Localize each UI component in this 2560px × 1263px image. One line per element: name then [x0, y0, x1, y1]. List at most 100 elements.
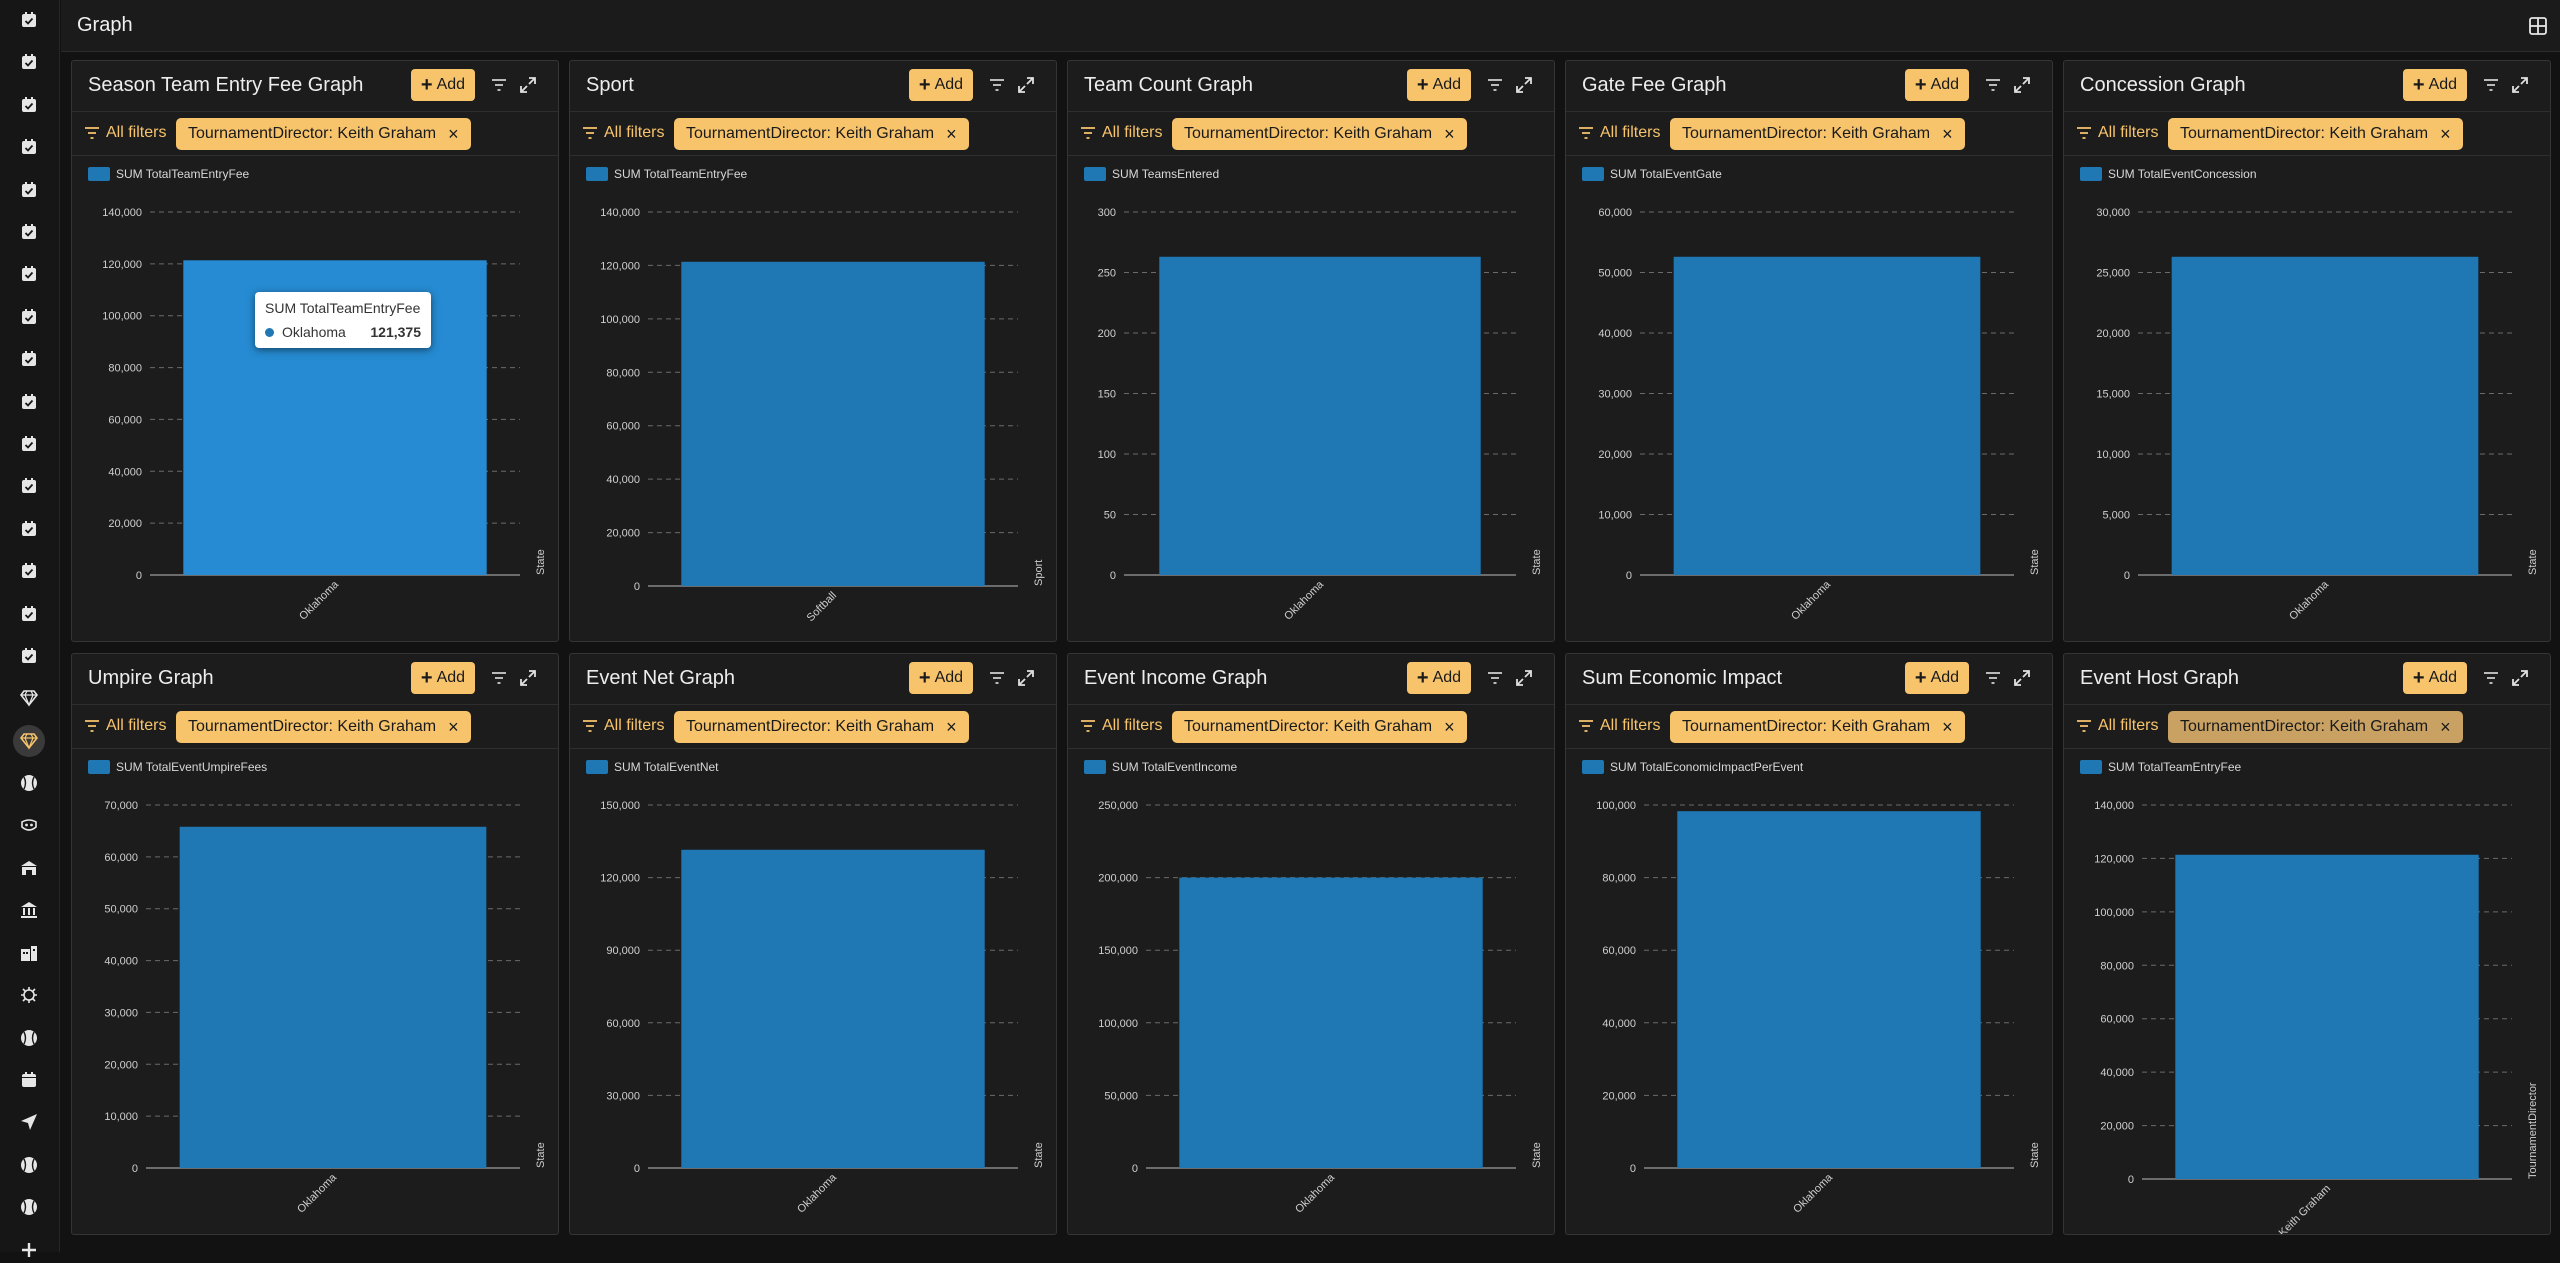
sidebar-item-15[interactable]	[16, 643, 42, 669]
legend-swatch[interactable]	[2080, 760, 2102, 774]
sidebar-item-25[interactable]	[16, 1067, 42, 1093]
legend-swatch[interactable]	[586, 167, 608, 181]
legend-label[interactable]: SUM TeamsEntered	[1112, 167, 1219, 181]
add-button[interactable]: + Add	[1407, 662, 1471, 694]
all-filters-button[interactable]: All filters	[582, 124, 664, 142]
bar[interactable]	[1179, 877, 1483, 1168]
expand-icon[interactable]	[2510, 75, 2530, 95]
bar[interactable]	[2171, 256, 2479, 575]
expand-icon[interactable]	[1514, 75, 1534, 95]
legend-swatch[interactable]	[1084, 760, 1106, 774]
sidebar-item-6[interactable]	[16, 261, 42, 287]
expand-icon[interactable]	[2510, 668, 2530, 688]
filter-chip[interactable]: TournamentDirector: Keith Graham ×	[1172, 118, 1467, 150]
sidebar-item-3[interactable]	[16, 134, 42, 160]
legend-swatch[interactable]	[88, 167, 110, 181]
filter-chip[interactable]: TournamentDirector: Keith Graham ×	[176, 118, 471, 150]
expand-icon[interactable]	[518, 668, 538, 688]
all-filters-button[interactable]: All filters	[1578, 717, 1660, 735]
filter-icon[interactable]	[988, 670, 1006, 686]
sidebar-item-9[interactable]	[16, 389, 42, 415]
filter-icon[interactable]	[2482, 670, 2500, 686]
sidebar-item-5[interactable]	[16, 219, 42, 245]
sidebar-item-21[interactable]	[16, 897, 42, 923]
add-button[interactable]: + Add	[2403, 662, 2467, 694]
bar[interactable]	[2175, 854, 2479, 1179]
remove-filter-icon[interactable]: ×	[946, 124, 957, 144]
add-button[interactable]: + Add	[909, 69, 973, 101]
legend-swatch[interactable]	[1084, 167, 1106, 181]
add-button[interactable]: + Add	[1905, 69, 1969, 101]
sidebar-item-19[interactable]	[16, 813, 42, 839]
legend-swatch[interactable]	[1582, 167, 1604, 181]
sidebar-item-8[interactable]	[16, 346, 42, 372]
filter-chip[interactable]: TournamentDirector: Keith Graham ×	[674, 711, 969, 743]
sidebar-item-20[interactable]	[16, 855, 42, 881]
filter-icon[interactable]	[988, 77, 1006, 93]
sidebar-item-14[interactable]	[16, 601, 42, 627]
remove-filter-icon[interactable]: ×	[1444, 717, 1455, 737]
expand-icon[interactable]	[2012, 75, 2032, 95]
remove-filter-icon[interactable]: ×	[1444, 124, 1455, 144]
sidebar-item-27[interactable]	[16, 1152, 42, 1178]
remove-filter-icon[interactable]: ×	[946, 717, 957, 737]
all-filters-button[interactable]: All filters	[582, 717, 664, 735]
expand-icon[interactable]	[1016, 75, 1036, 95]
legend-label[interactable]: SUM TotalTeamEntryFee	[614, 167, 747, 181]
all-filters-button[interactable]: All filters	[84, 717, 166, 735]
filter-icon[interactable]	[490, 77, 508, 93]
add-button[interactable]: + Add	[1407, 69, 1471, 101]
legend-label[interactable]: SUM TotalEconomicImpactPerEvent	[1610, 760, 1804, 774]
sidebar-item-23[interactable]	[16, 982, 42, 1008]
filter-chip[interactable]: TournamentDirector: Keith Graham ×	[176, 711, 471, 743]
filter-chip[interactable]: TournamentDirector: Keith Graham ×	[2168, 118, 2463, 150]
all-filters-button[interactable]: All filters	[84, 124, 166, 142]
remove-filter-icon[interactable]: ×	[448, 124, 459, 144]
bar[interactable]	[681, 849, 985, 1168]
sidebar-item-7[interactable]	[16, 304, 42, 330]
sidebar-item-0[interactable]	[16, 7, 42, 33]
bar[interactable]	[681, 261, 985, 586]
remove-filter-icon[interactable]: ×	[2440, 717, 2451, 737]
filter-chip[interactable]: TournamentDirector: Keith Graham ×	[674, 118, 969, 150]
sidebar-item-17[interactable]	[13, 724, 45, 757]
filter-chip[interactable]: TournamentDirector: Keith Graham ×	[2168, 711, 2463, 743]
legend-label[interactable]: SUM TotalEventConcession	[2108, 167, 2257, 181]
expand-icon[interactable]	[1514, 668, 1534, 688]
filter-icon[interactable]	[2482, 77, 2500, 93]
all-filters-button[interactable]: All filters	[1080, 124, 1162, 142]
legend-label[interactable]: SUM TotalEventIncome	[1112, 760, 1237, 774]
filter-icon[interactable]	[1486, 77, 1504, 93]
remove-filter-icon[interactable]: ×	[2440, 124, 2451, 144]
all-filters-button[interactable]: All filters	[1080, 717, 1162, 735]
sidebar-item-1[interactable]	[16, 49, 42, 75]
add-button[interactable]: + Add	[909, 662, 973, 694]
expand-icon[interactable]	[518, 75, 538, 95]
sidebar-item-26[interactable]	[16, 1109, 42, 1135]
remove-filter-icon[interactable]: ×	[1942, 717, 1953, 737]
sidebar-item-24[interactable]	[16, 1025, 42, 1051]
bar[interactable]	[1677, 811, 1981, 1168]
filter-icon[interactable]	[1984, 670, 2002, 686]
filter-icon[interactable]	[1486, 670, 1504, 686]
add-button[interactable]: + Add	[411, 69, 475, 101]
add-button[interactable]: + Add	[411, 662, 475, 694]
legend-swatch[interactable]	[586, 760, 608, 774]
legend-label[interactable]: SUM TotalTeamEntryFee	[2108, 760, 2241, 774]
sidebar-item-29[interactable]	[16, 1237, 42, 1263]
legend-label[interactable]: SUM TotalEventGate	[1610, 167, 1722, 181]
filter-chip[interactable]: TournamentDirector: Keith Graham ×	[1172, 711, 1467, 743]
legend-label[interactable]: SUM TotalTeamEntryFee	[116, 167, 249, 181]
legend-swatch[interactable]	[88, 760, 110, 774]
filter-icon[interactable]	[490, 670, 508, 686]
remove-filter-icon[interactable]: ×	[448, 717, 459, 737]
remove-filter-icon[interactable]: ×	[1942, 124, 1953, 144]
legend-label[interactable]: SUM TotalEventUmpireFees	[116, 760, 267, 774]
filter-icon[interactable]	[1984, 77, 2002, 93]
sidebar-item-18[interactable]	[16, 770, 42, 796]
legend-label[interactable]: SUM TotalEventNet	[614, 760, 719, 774]
bar[interactable]	[1673, 256, 1981, 575]
sidebar-item-12[interactable]	[16, 516, 42, 542]
sidebar-item-2[interactable]	[16, 92, 42, 118]
filter-chip[interactable]: TournamentDirector: Keith Graham ×	[1670, 118, 1965, 150]
